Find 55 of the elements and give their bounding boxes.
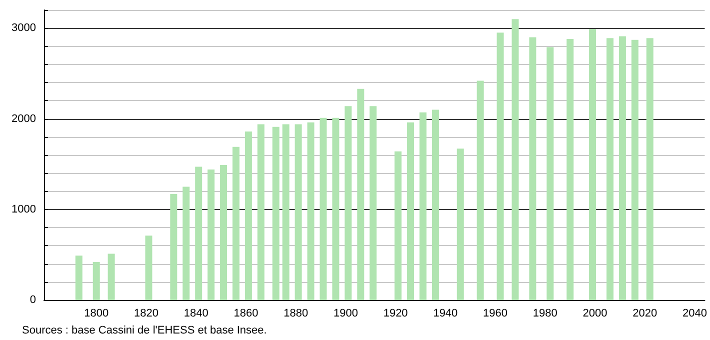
bar [282,124,290,300]
x-tick-label: 1840 [184,308,208,320]
bar [496,32,504,300]
bar [546,47,554,300]
bar [476,80,484,300]
bar [512,19,519,300]
bar [344,106,352,300]
bar [419,112,426,300]
x-tick-label: 1820 [134,308,158,320]
x-tick-label: 2040 [682,308,708,320]
bar [320,118,327,300]
bar [370,106,377,300]
bar [618,36,626,300]
x-tick-label: 1980 [532,308,558,320]
bar [646,38,654,300]
x-tick-label: 1900 [333,308,358,320]
bar [606,38,614,300]
bar [208,170,215,300]
bar [170,194,178,300]
bar [75,256,82,300]
bar [394,151,402,300]
x-tick-label: 1920 [383,308,408,320]
y-tick-label: 2000 [12,112,36,125]
bar [432,110,439,300]
source-note: Sources : base Cassini de l'EHESS et base Insee. [22,324,267,336]
y-tick-label: 3000 [12,22,36,34]
x-tick-label: 1880 [284,308,308,320]
bar [244,131,252,300]
x-tick-label: 2020 [632,308,658,320]
bar [456,148,464,300]
bar [182,186,190,300]
bar [220,164,228,300]
bar [257,124,264,300]
x-tick-label: 1940 [433,308,458,320]
y-tick-label: 1000 [12,203,36,216]
bar [332,118,340,300]
x-tick-label: 1800 [84,308,109,320]
bar [145,236,152,300]
bar [407,122,414,300]
bar [529,37,536,300]
x-tick-label: 1960 [483,308,508,320]
x-tick-label: 1860 [234,308,258,320]
bar [232,146,240,300]
y-tick-label: 0 [30,294,36,306]
bar [307,122,314,300]
bar [108,254,115,300]
bar [631,40,638,300]
bar [92,262,100,300]
bar [589,29,596,300]
bar [294,124,302,300]
bar [357,88,364,300]
bar [195,166,202,300]
x-tick-label: 2000 [582,308,608,320]
bar [272,126,280,300]
bar [566,39,574,300]
